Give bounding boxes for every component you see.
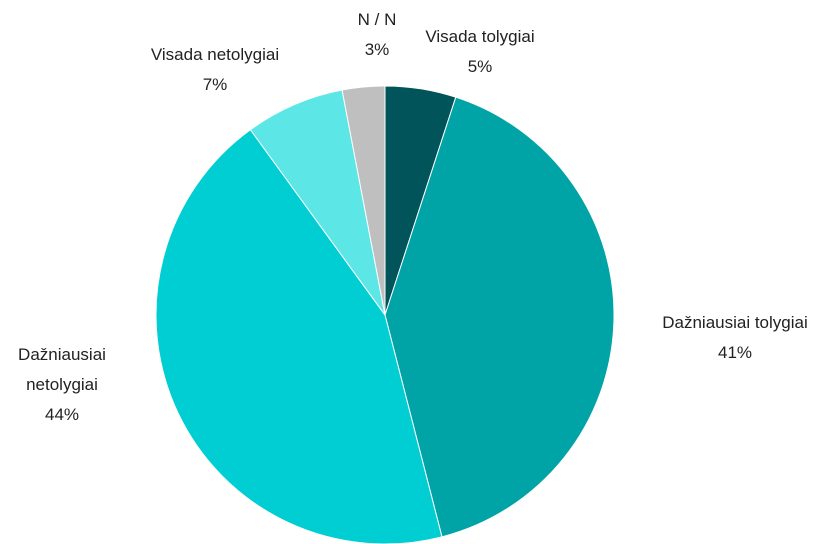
pie-slice — [155, 129, 443, 544]
category-name: Visada tolygiai — [425, 27, 535, 46]
slice-label: N / N 3% — [347, 5, 407, 65]
slice-label: Dažniausiai netolygiai 44% — [7, 340, 117, 430]
value-label: 44% — [44, 405, 80, 424]
slice-label: Visada netolygiai 7% — [115, 40, 315, 100]
category-name: Visada netolygiai — [150, 45, 280, 64]
slice-label: Visada tolygiai 5% — [400, 22, 560, 82]
pie-slice — [341, 85, 386, 316]
value-label: 3% — [364, 40, 390, 59]
value-label: 5% — [467, 57, 493, 76]
category-name: N / N — [357, 10, 397, 29]
pie-slice — [384, 96, 615, 538]
category-name: Dažniausiai netolygiai — [18, 345, 106, 394]
category-name: Dažniausiai tolygiai — [662, 313, 808, 332]
slice-label: Dažniausiai tolygiai 41% — [625, 308, 838, 368]
value-label: 7% — [202, 75, 228, 94]
value-label: 41% — [717, 343, 753, 362]
